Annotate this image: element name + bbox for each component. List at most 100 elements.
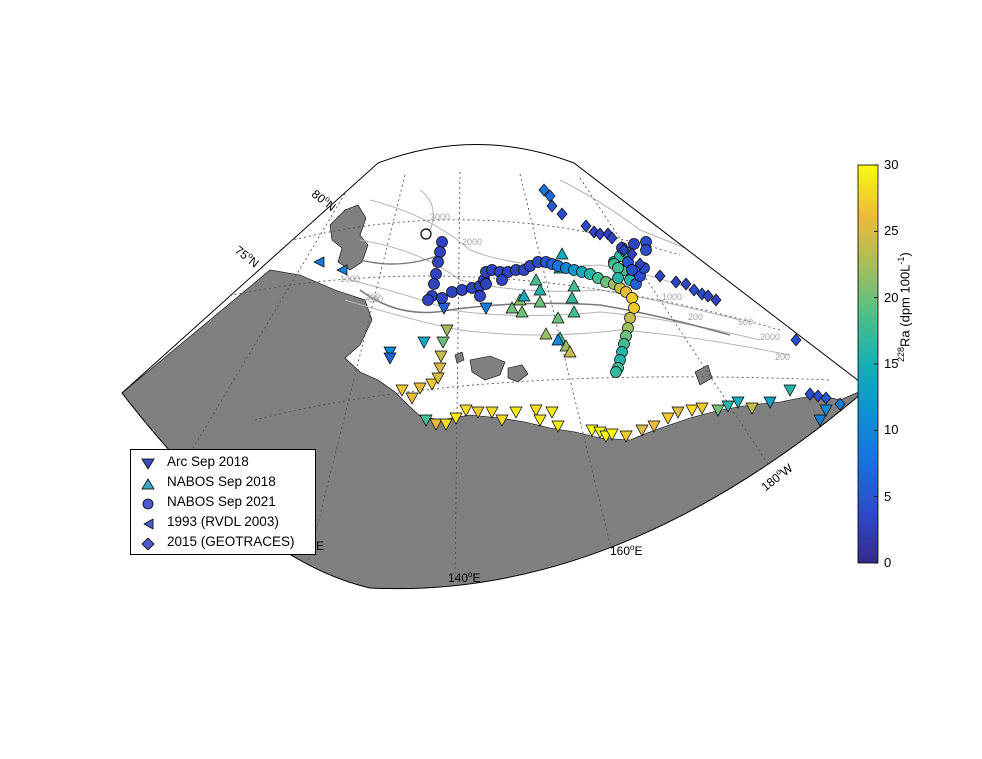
- station-marker-down: [471, 406, 485, 419]
- station-marker-diamond: [634, 257, 646, 271]
- station-marker-up: [551, 311, 565, 324]
- legend-item-nabos-2018: NABOS Sep 2018: [131, 473, 315, 493]
- station-marker-down: [619, 430, 633, 443]
- station-marker-circle: [610, 366, 622, 378]
- colorbar-tick-label: 5: [884, 488, 892, 504]
- graticule: [179, 171, 831, 586]
- station-marker-up: [517, 289, 531, 302]
- station-marker-down: [605, 428, 619, 441]
- station-marker-up: [567, 305, 581, 318]
- station-marker-circle: [430, 268, 442, 280]
- colorbar-tick-label: 25: [884, 223, 899, 239]
- station-marker-down: [745, 402, 759, 415]
- contour-labels: 3000 2000 1000 500 200 200 1000 2000 500…: [340, 212, 790, 362]
- station-marker-circle: [456, 284, 468, 296]
- station-marker-circle: [626, 292, 638, 304]
- station-marker-up: [563, 345, 577, 358]
- station-marker-up: [533, 283, 547, 296]
- station-marker-down: [671, 406, 685, 419]
- colorbar-tick-label: 0: [884, 555, 892, 570]
- station-marker-circle: [432, 256, 444, 268]
- station-marker-down: [545, 406, 559, 419]
- station-marker-down: [721, 400, 735, 413]
- station-marker-down: [813, 414, 827, 427]
- station-marker-down: [440, 324, 454, 337]
- station-marker-down: [763, 396, 777, 409]
- station-marker-diamond: [618, 243, 630, 257]
- station-marker-diamond: [680, 277, 692, 291]
- station-marker-down: [685, 404, 699, 417]
- station-marker-diamond: [654, 269, 666, 283]
- station-marker-down: [425, 378, 439, 391]
- station-marker-diamond: [790, 333, 802, 347]
- colorbar-tick-label: 20: [884, 289, 899, 305]
- station-marker-diamond: [702, 289, 714, 303]
- legend-label: 1993 (RVDL 2003): [167, 514, 279, 529]
- station-marker-up: [533, 295, 547, 308]
- station-marker-diamond: [538, 183, 550, 197]
- station-marker-diamond: [804, 387, 816, 401]
- station-marker-down: [417, 336, 431, 349]
- station-marker-diamond: [606, 231, 618, 245]
- lat-label-75n: 75oN: [232, 242, 262, 270]
- triangle-down-icon: [141, 458, 155, 470]
- station-marker-down: [819, 404, 833, 417]
- station-marker-circle: [446, 286, 458, 298]
- diamond-icon: [141, 538, 155, 550]
- station-marker-up: [565, 291, 579, 304]
- contour-label: 200: [775, 352, 790, 362]
- station-marker-diamond: [710, 293, 722, 307]
- kotelny-island-land: [507, 364, 529, 383]
- station-marker-circle: [628, 302, 640, 314]
- station-marker-down: [431, 372, 445, 385]
- station-marker-circle: [434, 246, 446, 258]
- station-marker-circle: [628, 238, 640, 250]
- new-siberian-islands-land: [469, 355, 506, 381]
- station-marker-up: [555, 247, 569, 260]
- station-marker-circle: [626, 264, 638, 276]
- contour-label: 2000: [760, 332, 780, 342]
- legend-label: 2015 (GEOTRACES): [167, 534, 295, 549]
- station-marker-down: [711, 404, 725, 417]
- station-marker-circle: [474, 290, 486, 302]
- station-marker-down: [529, 404, 543, 417]
- station-marker-down: [383, 346, 397, 359]
- contour-label: 200: [365, 292, 380, 302]
- lon-label-140e: 140oE: [448, 570, 481, 585]
- station-marker-down: [434, 350, 448, 363]
- station-marker-diamond: [556, 207, 568, 221]
- lon-label-160e: 160oE: [610, 543, 643, 558]
- contour-label: 3000: [430, 212, 450, 222]
- contour-label: 1000: [340, 274, 360, 284]
- station-marker-diamond: [820, 391, 832, 405]
- station-marker-down: [695, 402, 709, 415]
- station-marker-down: [449, 412, 463, 425]
- station-marker-diamond: [546, 199, 558, 213]
- station-marker-circle: [436, 292, 448, 304]
- station-marker-down: [661, 412, 675, 425]
- station-marker-up: [515, 305, 529, 318]
- station-marker-down: [635, 424, 649, 437]
- station-marker-up: [551, 333, 565, 346]
- station-marker-diamond: [812, 389, 824, 403]
- station-marker-circle: [422, 294, 434, 306]
- station-marker-circle: [624, 312, 636, 324]
- station-marker-diamond: [688, 283, 700, 297]
- severnaya-zemlya-land: [329, 204, 369, 271]
- shelf-break-contour: [359, 289, 731, 336]
- contour-label: 500: [368, 294, 383, 304]
- station-marker-down: [413, 382, 427, 395]
- station-marker-diamond: [626, 247, 638, 261]
- station-marker-down: [439, 418, 453, 431]
- station-marker-circle: [612, 272, 624, 284]
- lon-label-120e: E: [316, 539, 324, 553]
- wrangel-island-land: [694, 364, 713, 386]
- station-marker-down: [419, 414, 433, 427]
- contour-label: 1000: [662, 292, 682, 302]
- colorbar-ticks: [874, 164, 878, 564]
- reference-circle: [420, 228, 432, 240]
- legend-item-arc-2018: Arc Sep 2018: [131, 453, 315, 473]
- station-marker-down: [405, 392, 419, 405]
- station-marker-down: [429, 418, 443, 431]
